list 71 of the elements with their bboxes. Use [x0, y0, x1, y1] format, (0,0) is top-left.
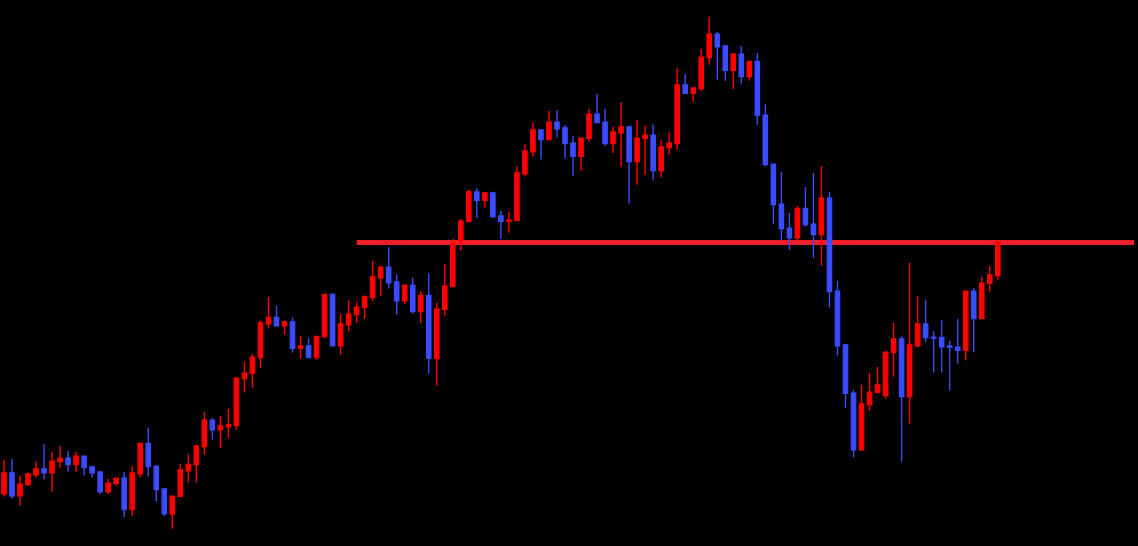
- candlestick: [193, 445, 200, 484]
- candlestick: [810, 172, 817, 259]
- candlestick: [57, 445, 63, 469]
- candlestick: [946, 340, 953, 392]
- candlestick: [1, 459, 7, 498]
- candlestick: [297, 335, 304, 360]
- candlestick: [209, 417, 216, 441]
- candlestick: [706, 16, 713, 66]
- candlestick: [81, 455, 87, 477]
- candlestick: [73, 451, 79, 473]
- candlestick: [866, 372, 873, 412]
- candlestick: [498, 210, 504, 240]
- candlestick: [377, 265, 384, 297]
- candlestick: [153, 464, 160, 503]
- candlestick: [401, 284, 408, 305]
- candlestick: [874, 366, 881, 395]
- candlestick: [986, 265, 993, 293]
- candlestick: [714, 31, 721, 81]
- candlestick: [938, 319, 945, 374]
- candlestick: [538, 129, 544, 161]
- candlestick: [730, 52, 737, 90]
- candlestick: [914, 295, 921, 349]
- candlestick: [417, 290, 424, 324]
- candlestick: [562, 124, 568, 160]
- candlestick: [17, 475, 23, 507]
- candlestick: [570, 135, 576, 177]
- candlestick: [441, 263, 448, 317]
- candlestick: [666, 131, 672, 156]
- candlestick: [393, 273, 400, 316]
- candlestick: [185, 453, 192, 484]
- candlestick: [145, 427, 152, 478]
- candlestick: [530, 121, 536, 158]
- candlestick: [97, 471, 103, 495]
- candlestick: [353, 301, 360, 324]
- candlestick: [522, 143, 528, 178]
- candlestick: [890, 322, 897, 378]
- candlestick: [594, 93, 600, 124]
- candlestick: [922, 299, 929, 343]
- candlestick: [746, 60, 753, 82]
- candlestick: [738, 45, 745, 85]
- candlestick: [602, 108, 608, 147]
- candlestick: [273, 305, 280, 327]
- candlestick: [506, 211, 512, 234]
- candlestick: [930, 330, 937, 374]
- candlestick: [786, 212, 793, 251]
- candlestick: [169, 495, 176, 530]
- candlestick: [554, 109, 560, 139]
- candlestick: [458, 218, 464, 252]
- candlestick: [474, 187, 480, 219]
- candlestick: [241, 361, 248, 394]
- candlestick: [369, 260, 376, 302]
- candlestick: [305, 337, 312, 359]
- candlestick: [642, 125, 648, 176]
- candlestick: [578, 137, 584, 172]
- candlestick: [610, 126, 616, 154]
- candlestick: [634, 119, 640, 186]
- candlestick: [49, 451, 55, 493]
- candlestick: [217, 415, 224, 449]
- candlestick: [361, 294, 368, 320]
- candlestick: [9, 458, 15, 500]
- candlestick: [682, 73, 689, 95]
- candlestick: [225, 408, 232, 439]
- candlestick: [385, 246, 392, 290]
- candlestick: [345, 299, 352, 333]
- candlestick: [65, 450, 71, 473]
- candlestick: [954, 318, 961, 365]
- candlestick: [337, 313, 344, 356]
- candlestick: [546, 110, 552, 141]
- candlestick: [618, 101, 624, 168]
- candlestick: [265, 296, 272, 330]
- candlestick: [41, 443, 47, 481]
